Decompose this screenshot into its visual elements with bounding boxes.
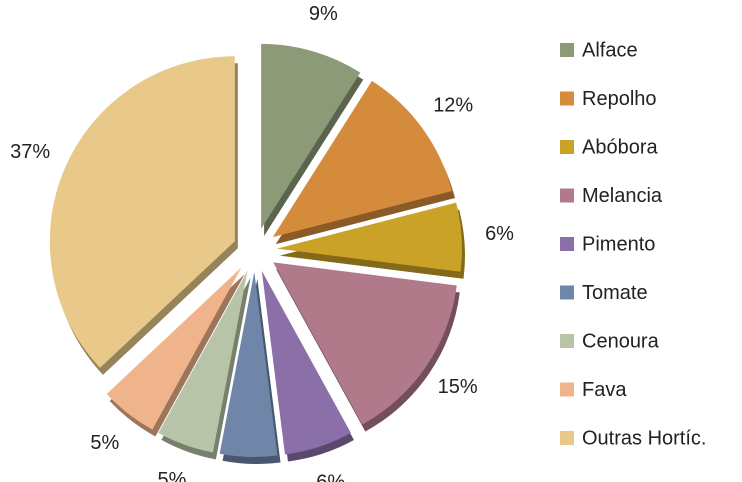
slice <box>261 270 351 455</box>
legend-swatch <box>560 91 574 106</box>
legend-label: Tomate <box>582 282 648 304</box>
legend-swatch <box>560 140 574 154</box>
legend-label: Alface <box>582 39 638 61</box>
legend-label: Outras Hortíc. <box>582 427 706 449</box>
slice <box>219 271 278 457</box>
legend-swatch <box>560 43 574 57</box>
slice <box>158 270 248 453</box>
legend-swatch <box>560 237 574 251</box>
legend-swatch <box>560 285 574 300</box>
value-label: 15% <box>438 376 478 398</box>
legend-label: Pimento <box>582 233 655 255</box>
slice <box>106 267 242 430</box>
legend-swatch <box>560 334 574 348</box>
value-label: 37% <box>10 141 50 163</box>
legend-swatch <box>560 382 574 397</box>
slice <box>49 56 235 368</box>
value-label: 6% <box>485 223 514 245</box>
value-label: 5% <box>90 432 119 454</box>
value-label: 5% <box>158 469 187 482</box>
legend-label: Repolho <box>582 88 657 110</box>
slice <box>272 80 452 238</box>
legend-swatch <box>560 431 574 445</box>
legend-label: Abóbora <box>582 136 658 158</box>
legend-label: Cenoura <box>582 330 660 352</box>
legend-swatch <box>560 188 574 203</box>
value-label: 12% <box>433 94 473 116</box>
legend-label: Melancia <box>582 185 663 207</box>
value-label: 9% <box>309 3 338 25</box>
slice <box>273 262 457 425</box>
value-label: 6% <box>316 471 345 482</box>
slice <box>261 43 361 229</box>
slice <box>276 202 462 272</box>
legend-label: Fava <box>582 379 627 401</box>
